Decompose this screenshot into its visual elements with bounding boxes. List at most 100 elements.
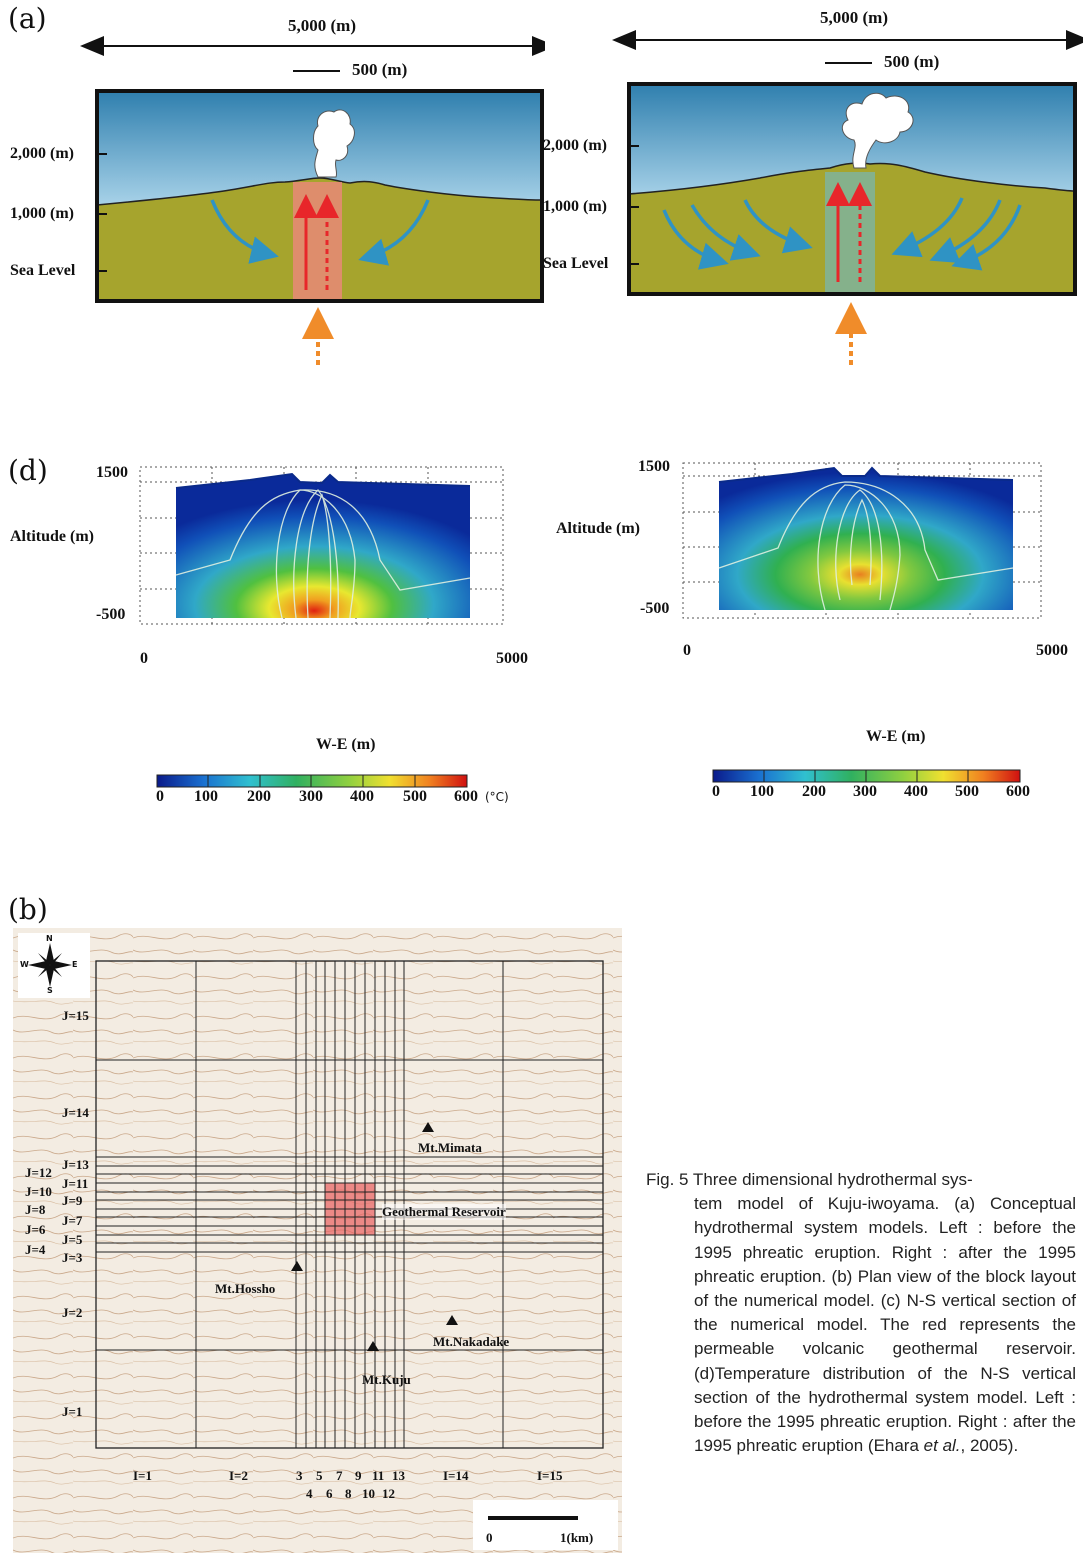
i-label-14: I=14 — [443, 1468, 469, 1483]
d-right-ytop: 1500 — [638, 458, 670, 475]
a-left-scale-label: 500 (m) — [352, 60, 408, 79]
panel-b-label: (b) — [8, 893, 48, 926]
d-right-xmax: 5000 — [1036, 642, 1068, 659]
d-left-cb-400: 400 — [350, 788, 374, 805]
d-left-cb-100: 100 — [194, 788, 218, 805]
d-left-xmin: 0 — [140, 650, 148, 667]
i-label-8: 8 — [345, 1486, 352, 1501]
i-label-1: I=1 — [133, 1468, 152, 1483]
section-frame — [95, 89, 544, 303]
d-right-ylabel: Altitude (m) — [556, 520, 640, 537]
j-label-11: J=11 — [62, 1176, 89, 1191]
j-label-8: J=8 — [25, 1202, 46, 1217]
place-mt-hossho: Mt.Hossho — [215, 1281, 276, 1296]
d-right-cb-600: 600 — [1006, 783, 1030, 800]
a-left-ylabel-sea: Sea Level — [10, 262, 76, 279]
panel-a-label: (a) — [8, 2, 47, 35]
d-left-cb-600: 600 — [454, 788, 478, 805]
panel-d-right-section — [682, 462, 1042, 783]
d-right-xlabel: W-E (m) — [866, 728, 926, 745]
topographic-map — [13, 928, 622, 1553]
place-mt-kuju: Mt.Kuju — [362, 1372, 411, 1387]
j-label-6: J=6 — [25, 1222, 46, 1237]
j-label-13: J=13 — [62, 1157, 89, 1172]
map-scale-one: 1(km) — [560, 1530, 594, 1545]
d-left-ybottom: -500 — [96, 606, 126, 623]
j-label-7: J=7 — [62, 1213, 83, 1228]
i-label-15: I=15 — [537, 1468, 563, 1483]
j-label-14: J=14 — [62, 1105, 89, 1120]
j-label-5: J=5 — [62, 1232, 83, 1247]
recharge-arrow-left — [210, 199, 279, 264]
d-right-cb-500: 500 — [955, 783, 979, 800]
summit-icon — [367, 1341, 379, 1351]
j-label-4: J=4 — [25, 1242, 46, 1257]
caption-tail: , 2005). — [960, 1436, 1019, 1456]
caption-rest: tem model of Kuju-iwoyama. (a) Conceptua… — [694, 1194, 1076, 1456]
j-label-10: J=10 — [25, 1184, 52, 1199]
panel-d-left-section — [139, 466, 504, 788]
i-label-7: 7 — [336, 1468, 343, 1483]
compass-e: E — [72, 960, 78, 969]
a-left-ylabel-1000: 1,000 (m) — [10, 205, 74, 222]
d-left-ytop: 1500 — [96, 464, 128, 481]
caption-first-line: Fig. 5 Three dimensional hydrothermal sy… — [646, 1170, 973, 1189]
i-label-5: 5 — [316, 1468, 323, 1483]
j-label-3: J=3 — [62, 1250, 83, 1265]
model-grid — [95, 960, 604, 1449]
d-left-cb-300: 300 — [299, 788, 323, 805]
d-right-cb-100: 100 — [750, 783, 774, 800]
i-label-4: 4 — [306, 1486, 313, 1501]
compass-w: W — [20, 960, 29, 969]
d-left-cb-unit: (°C) — [485, 790, 509, 804]
steam-plume — [313, 109, 355, 178]
i-label-6: 6 — [326, 1486, 333, 1501]
d-left-cb-200: 200 — [247, 788, 271, 805]
temperature-field — [176, 474, 470, 618]
j-label-2: J=2 — [62, 1305, 83, 1320]
a-left-width-label: 5,000 (m) — [288, 16, 356, 35]
place-geothermal-reservoir: Geothermal Reservoir — [382, 1204, 506, 1220]
d-right-cb-200: 200 — [802, 783, 826, 800]
a-right-ylabel-sea: Sea Level — [543, 255, 609, 272]
d-right-ybottom: -500 — [640, 600, 670, 617]
place-mt-nakadake: Mt.Nakadake — [433, 1334, 510, 1349]
compass-s: S — [47, 986, 53, 995]
d-left-xmax: 5000 — [496, 650, 528, 667]
panel-b-map — [13, 928, 622, 1553]
i-label-11: 11 — [372, 1468, 385, 1483]
summit-icon — [422, 1122, 434, 1132]
compass-n: N — [46, 934, 53, 943]
a-right-scale-label: 500 (m) — [884, 52, 940, 71]
panel-a-left-diagram — [80, 36, 545, 365]
i-label-3: 3 — [296, 1468, 303, 1483]
i-label-12: 12 — [382, 1486, 395, 1501]
d-left-cb-500: 500 — [403, 788, 427, 805]
panel-a-right-diagram — [612, 30, 1083, 365]
d-left-ylabel: Altitude (m) — [10, 528, 94, 545]
j-label-15: J=15 — [62, 1008, 89, 1023]
d-left-cb-0: 0 — [156, 788, 164, 805]
d-left-xlabel: W-E (m) — [316, 736, 376, 753]
i-label-9: 9 — [355, 1468, 362, 1483]
i-label-10: 10 — [362, 1486, 375, 1501]
summit-icon — [446, 1315, 458, 1325]
a-right-ylabel-2000: 2,000 (m) — [543, 137, 607, 154]
caption-body: tem model of Kuju-iwoyama. (a) Conceptua… — [646, 1192, 1076, 1458]
i-label-2: I=2 — [229, 1468, 248, 1483]
map-scale-zero: 0 — [486, 1530, 493, 1545]
a-right-width-label: 5,000 (m) — [820, 8, 888, 27]
a-right-ylabel-1000: 1,000 (m) — [543, 198, 607, 215]
panel-d-label: (d) — [8, 454, 48, 487]
j-label-1: J=1 — [62, 1404, 83, 1419]
j-label-12: J=12 — [25, 1165, 52, 1180]
recharge-arrow-right — [358, 199, 430, 266]
d-right-cb-400: 400 — [904, 783, 928, 800]
scale-box — [473, 1500, 618, 1550]
figure-caption: Fig. 5 Three dimensional hydrothermal sy… — [646, 1168, 1076, 1458]
d-right-cb-300: 300 — [853, 783, 877, 800]
i-label-13: 13 — [392, 1468, 405, 1483]
place-mt-mimata: Mt.Mimata — [418, 1140, 482, 1155]
summit-icon — [291, 1261, 303, 1271]
d-right-xmin: 0 — [683, 642, 691, 659]
